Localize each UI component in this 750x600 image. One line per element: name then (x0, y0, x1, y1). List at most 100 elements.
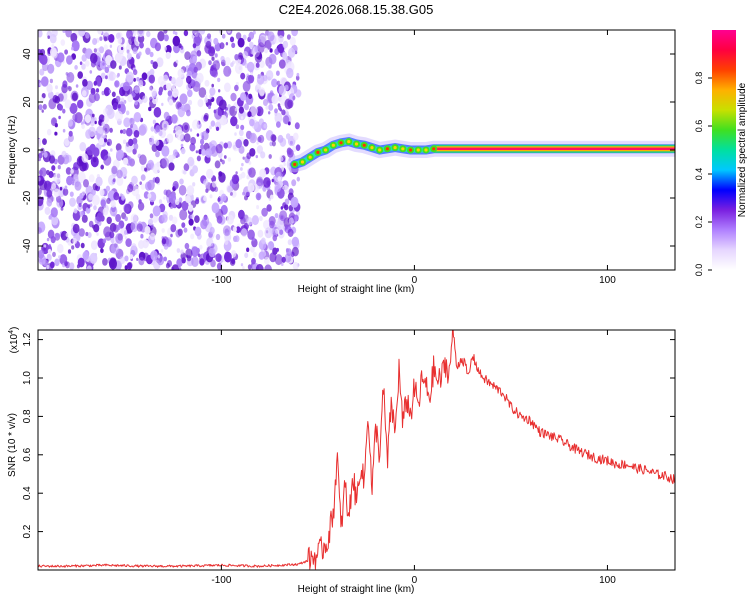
noise-speckle (263, 123, 268, 129)
noise-speckle (41, 93, 46, 99)
noise-speckle (178, 231, 182, 236)
noise-speckle (51, 44, 55, 48)
noise-speckle (43, 247, 46, 251)
noise-speckle (113, 73, 117, 79)
noise-speckle (277, 134, 284, 143)
noise-speckle (256, 145, 263, 154)
noise-speckle (256, 176, 264, 187)
noise-speckle (57, 52, 65, 63)
noise-speckle (70, 169, 74, 174)
noise-speckle (48, 91, 54, 99)
noise-speckle (61, 84, 68, 94)
noise-speckle (127, 184, 134, 193)
noise-speckle (296, 176, 300, 182)
noise-speckle (122, 128, 127, 135)
noise-speckle (57, 165, 61, 170)
noise-speckle (100, 199, 106, 207)
spectrogram-ridge (286, 133, 675, 173)
noise-speckle (211, 83, 214, 88)
noise-speckle (39, 68, 45, 76)
noise-speckle (189, 128, 193, 132)
noise-speckle (89, 252, 98, 264)
noise-speckle (199, 244, 203, 250)
noise-speckle (174, 198, 180, 206)
noise-speckle (106, 216, 112, 225)
noise-speckle (38, 227, 42, 234)
noise-speckle (259, 168, 267, 179)
noise-speckle (271, 178, 274, 183)
noise-speckle (218, 171, 223, 177)
noise-speckle (229, 36, 235, 43)
noise-speckle (290, 196, 299, 208)
noise-speckle (69, 103, 78, 114)
noise-speckle (64, 185, 68, 190)
noise-speckle (131, 175, 138, 185)
noise-speckle (279, 229, 284, 235)
noise-speckle (206, 168, 214, 179)
noise-speckle (97, 47, 100, 52)
ridge-point-core (339, 141, 343, 145)
noise-speckle (262, 186, 267, 192)
noise-speckle (271, 228, 278, 238)
noise-speckle (194, 215, 200, 224)
noise-speckle (145, 47, 151, 55)
noise-speckle (116, 176, 124, 186)
noise-speckle (192, 119, 200, 130)
noise-speckle (163, 74, 169, 82)
noise-speckle (81, 124, 85, 130)
noise-speckle (158, 199, 163, 204)
noise-speckle (133, 142, 139, 150)
noise-speckle (217, 77, 221, 83)
noise-speckle (129, 254, 134, 260)
noise-speckle (220, 193, 227, 202)
noise-speckle (178, 267, 182, 270)
noise-speckle (147, 159, 154, 169)
ridge-point-core (424, 148, 428, 152)
noise-speckle (103, 36, 108, 42)
noise-speckle (218, 89, 221, 93)
noise-speckle (240, 124, 245, 131)
noise-speckle (175, 59, 179, 64)
noise-speckle (108, 71, 116, 81)
noise-speckle (104, 66, 110, 74)
noise-speckle (259, 88, 265, 97)
noise-speckle (211, 202, 220, 214)
noise-speckle (104, 88, 110, 97)
noise-speckle (256, 106, 264, 117)
noise-speckle (101, 121, 105, 127)
noise-speckle (50, 117, 58, 127)
noise-speckle (254, 52, 263, 63)
noise-speckle (60, 230, 68, 241)
noise-speckle (286, 67, 294, 79)
ridge-point-core (401, 147, 405, 151)
noise-speckle (287, 148, 294, 158)
noise-speckle (73, 208, 78, 214)
noise-speckle (65, 261, 70, 269)
noise-speckle (276, 80, 281, 86)
noise-speckle (66, 175, 73, 186)
noise-speckle (154, 176, 160, 184)
spectrogram-panel: -100 0 100 -40 -20 0 20 40 Height of straight … (7, 29, 676, 295)
ridge-point-core (432, 147, 436, 151)
noise-speckle (73, 173, 79, 181)
noise-speckle (46, 128, 52, 136)
ridge-point-core (362, 143, 366, 147)
noise-speckle (46, 83, 53, 93)
spectrogram-x-tick-label-1: 0 (412, 275, 418, 286)
noise-speckle (215, 253, 222, 262)
noise-speckle (235, 226, 241, 234)
noise-speckle (201, 130, 209, 141)
noise-speckle (214, 108, 223, 120)
noise-speckle (163, 123, 167, 128)
noise-speckle (192, 55, 197, 63)
noise-speckle (131, 185, 140, 197)
noise-speckle (165, 262, 170, 269)
noise-speckle (213, 63, 217, 69)
noise-speckle (267, 63, 272, 69)
noise-speckle (116, 150, 122, 158)
noise-speckle (264, 47, 269, 54)
spectrogram-y-tick-label-2: 0 (22, 147, 33, 153)
noise-speckle (214, 53, 218, 58)
noise-speckle (51, 215, 59, 226)
noise-speckle (39, 48, 46, 56)
